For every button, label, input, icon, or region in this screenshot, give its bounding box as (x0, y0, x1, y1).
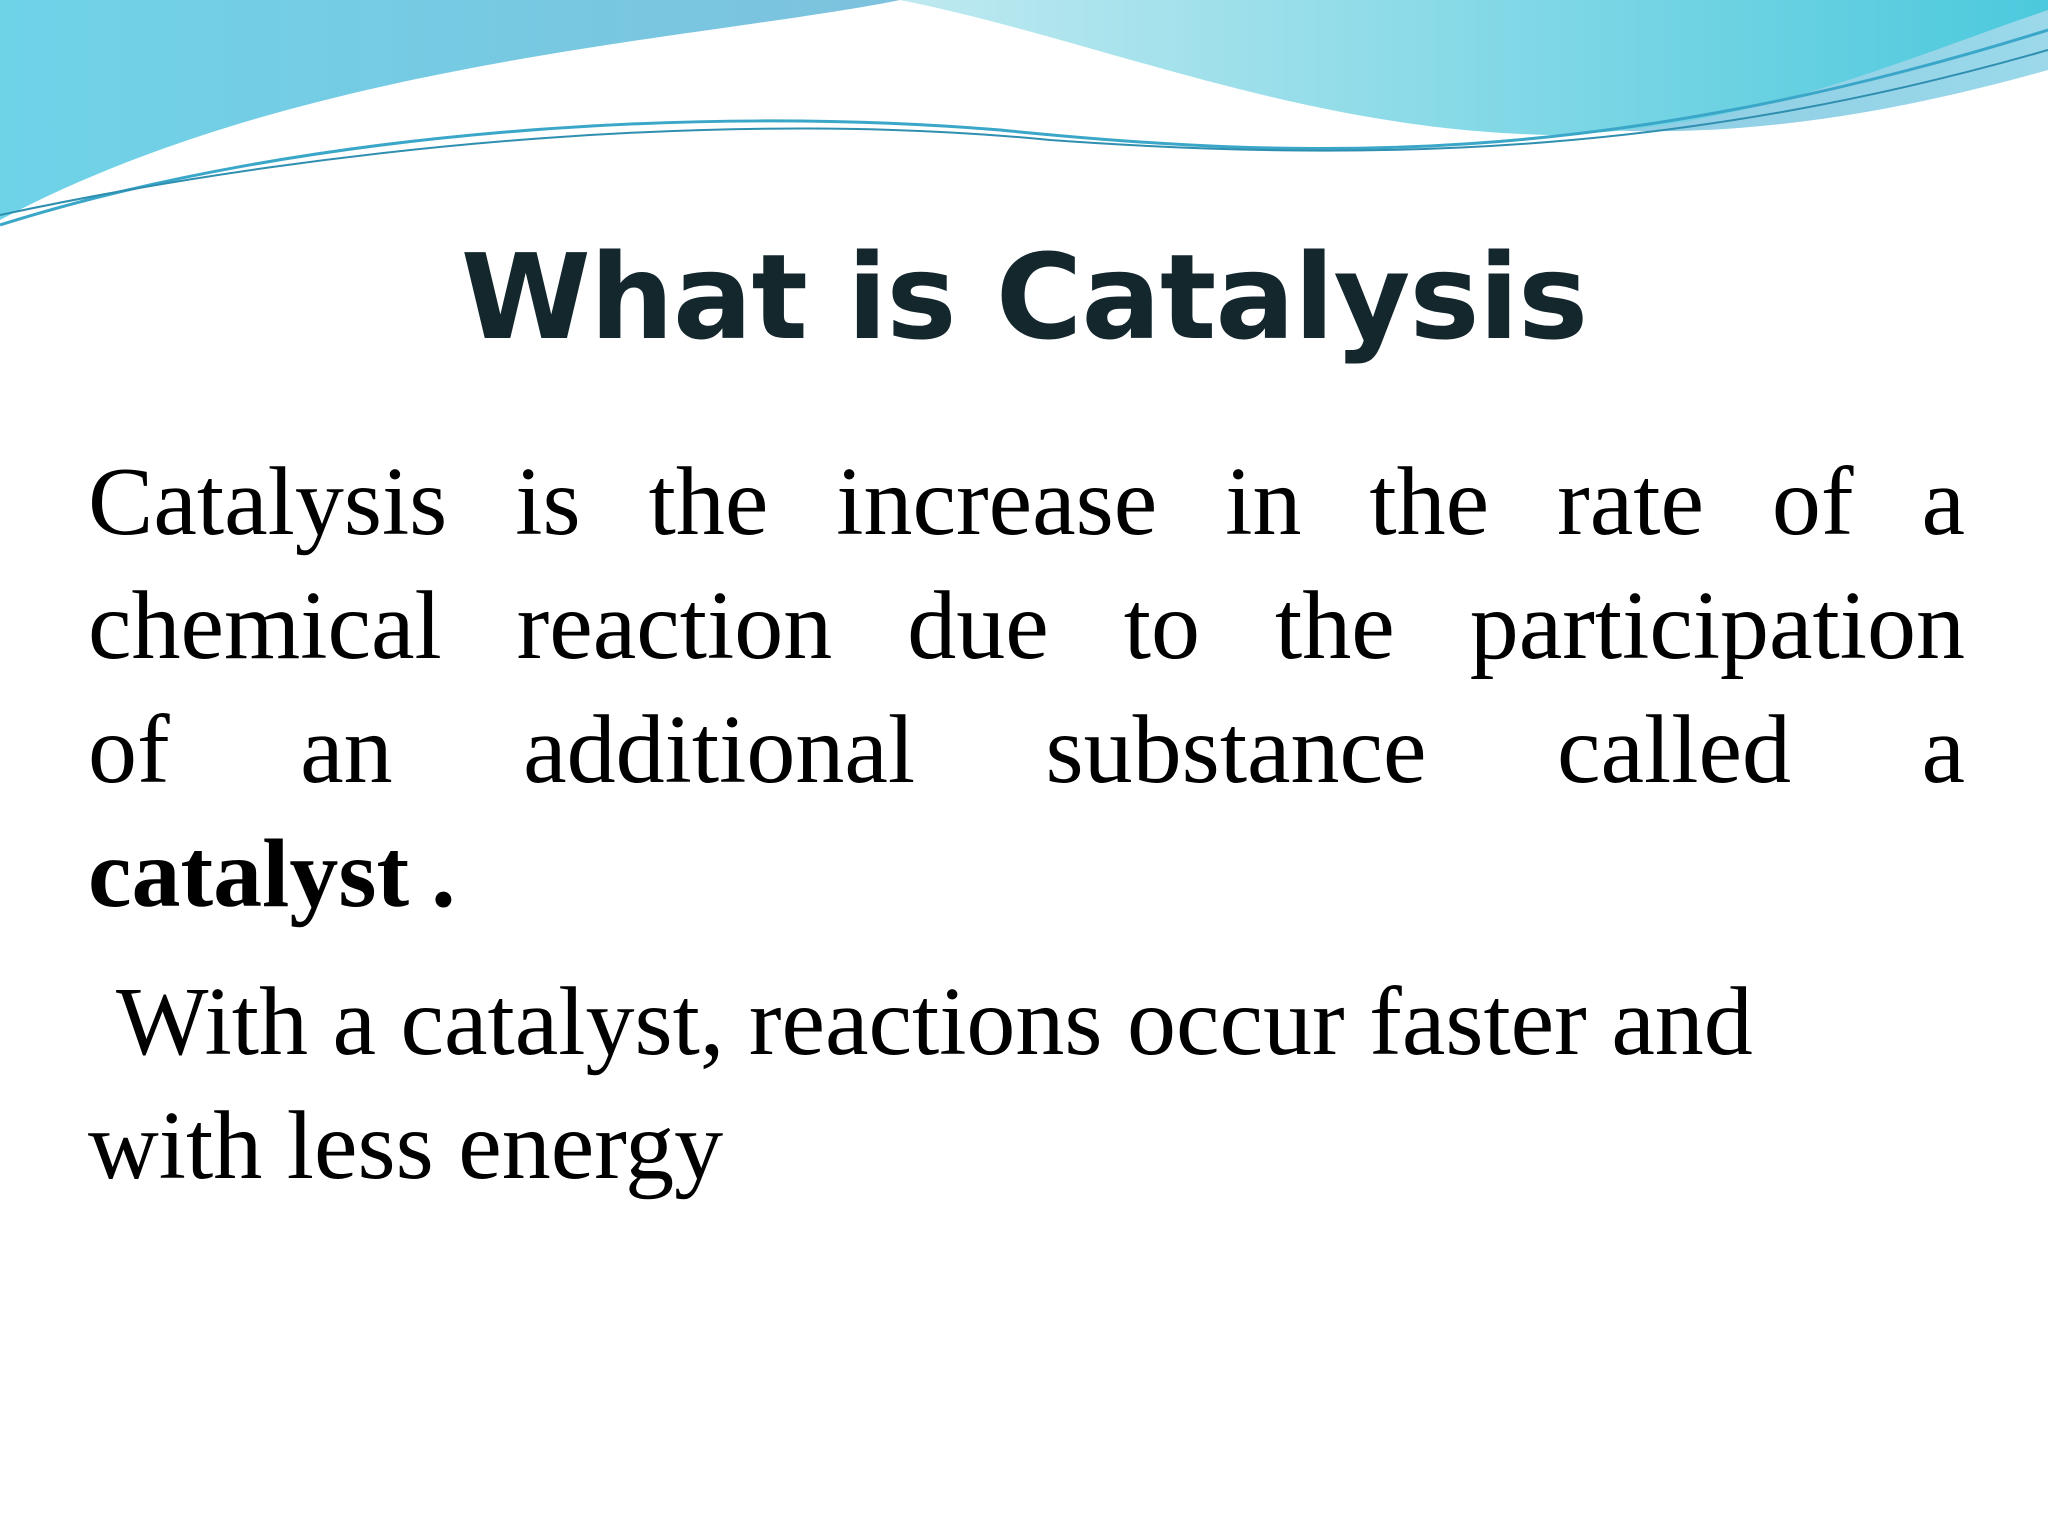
text-line: with less energy (88, 1092, 724, 1200)
header-waves (0, 0, 2048, 227)
text-line: chemical reaction due to the participati… (88, 572, 1965, 680)
wave-line (0, 28, 2048, 227)
text-line: With a catalyst, reactions occur faster … (116, 968, 1753, 1076)
wave-front (900, 0, 2048, 135)
emphasis: catalyst (88, 820, 410, 928)
text-line: of an additional substance called a (88, 696, 1965, 804)
punctuation: . (431, 820, 456, 928)
text-line: catalyst. (88, 812, 1965, 936)
paragraph: With a catalyst, reactions occur faster … (88, 960, 1965, 1208)
text-line: Catalysis is the increase in the rate of… (88, 448, 1965, 556)
slide-title: What is Catalysis (460, 228, 1589, 366)
wave-line (0, 49, 2048, 216)
paragraph: Catalysis is the increase in the rate of… (88, 440, 1965, 936)
